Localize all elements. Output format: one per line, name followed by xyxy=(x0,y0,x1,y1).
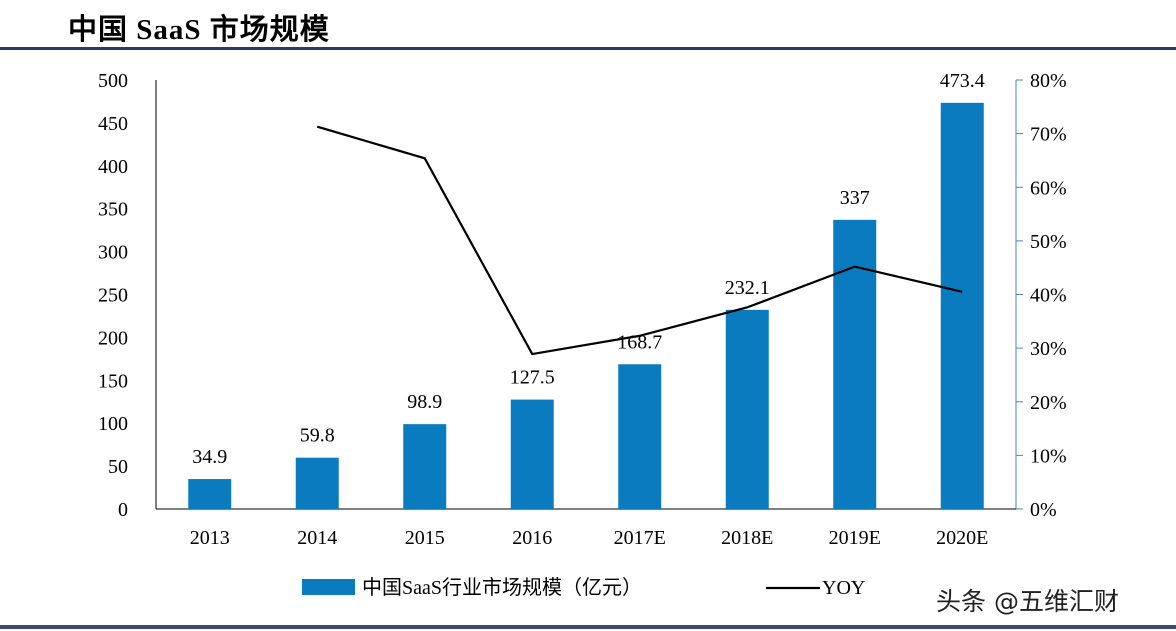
left-tick-label: 500 xyxy=(98,70,128,92)
x-tick-label: 2014 xyxy=(297,527,337,549)
legend-swatch-bar xyxy=(302,579,355,595)
page-title: 中国 SaaS 市场规模 xyxy=(68,14,330,46)
left-tick-label: 300 xyxy=(98,242,128,264)
bar xyxy=(833,219,877,509)
bar-data-label: 168.7 xyxy=(617,331,662,353)
bar xyxy=(403,424,447,509)
legend-label-bar: 中国SaaS行业市场规模（亿元） xyxy=(362,576,642,599)
left-tick-label: 450 xyxy=(98,113,128,135)
right-tick-label: 30% xyxy=(1030,338,1067,360)
bar-data-label: 59.8 xyxy=(300,425,335,447)
x-tick-label: 2013 xyxy=(190,527,230,549)
right-tick-label: 60% xyxy=(1030,177,1067,199)
right-tick-label: 70% xyxy=(1030,124,1067,146)
left-tick-label: 0 xyxy=(118,499,128,521)
left-tick-label: 50 xyxy=(108,456,128,478)
right-tick-label: 40% xyxy=(1030,285,1067,307)
footer-divider xyxy=(0,625,1176,629)
bar-data-label: 34.9 xyxy=(192,446,227,468)
bar-data-label: 337 xyxy=(840,187,870,209)
watermark: 头条 @五维汇财 xyxy=(936,587,1119,616)
right-tick-label: 0% xyxy=(1030,499,1057,521)
left-tick-label: 200 xyxy=(98,327,128,349)
legend-label-line: YOY xyxy=(822,577,865,599)
bar-data-label: 473.4 xyxy=(940,70,985,92)
left-tick-label: 250 xyxy=(98,285,128,307)
x-tick-label: 2018E xyxy=(721,527,773,549)
left-tick-label: 100 xyxy=(98,413,128,435)
bar-data-label: 232.1 xyxy=(725,277,770,299)
bar xyxy=(725,309,769,509)
left-tick-label: 150 xyxy=(98,370,128,392)
right-tick-label: 10% xyxy=(1030,445,1067,467)
x-tick-label: 2017E xyxy=(614,527,666,549)
left-tick-label: 400 xyxy=(98,156,128,178)
bar xyxy=(188,479,232,509)
bar xyxy=(510,399,554,509)
bar xyxy=(940,102,984,509)
x-tick-label: 2019E xyxy=(829,527,881,549)
x-tick-label: 2016 xyxy=(512,527,552,549)
bar-data-label: 127.5 xyxy=(510,367,555,389)
bar xyxy=(618,364,662,509)
bar-data-label: 98.9 xyxy=(407,391,442,413)
left-tick-label: 350 xyxy=(98,199,128,221)
right-tick-label: 20% xyxy=(1030,392,1067,414)
bar xyxy=(295,457,339,509)
x-tick-label: 2015 xyxy=(405,527,445,549)
header-divider xyxy=(0,47,1176,50)
right-tick-label: 50% xyxy=(1030,231,1067,253)
x-tick-label: 2020E xyxy=(936,527,988,549)
right-tick-label: 80% xyxy=(1030,70,1067,92)
